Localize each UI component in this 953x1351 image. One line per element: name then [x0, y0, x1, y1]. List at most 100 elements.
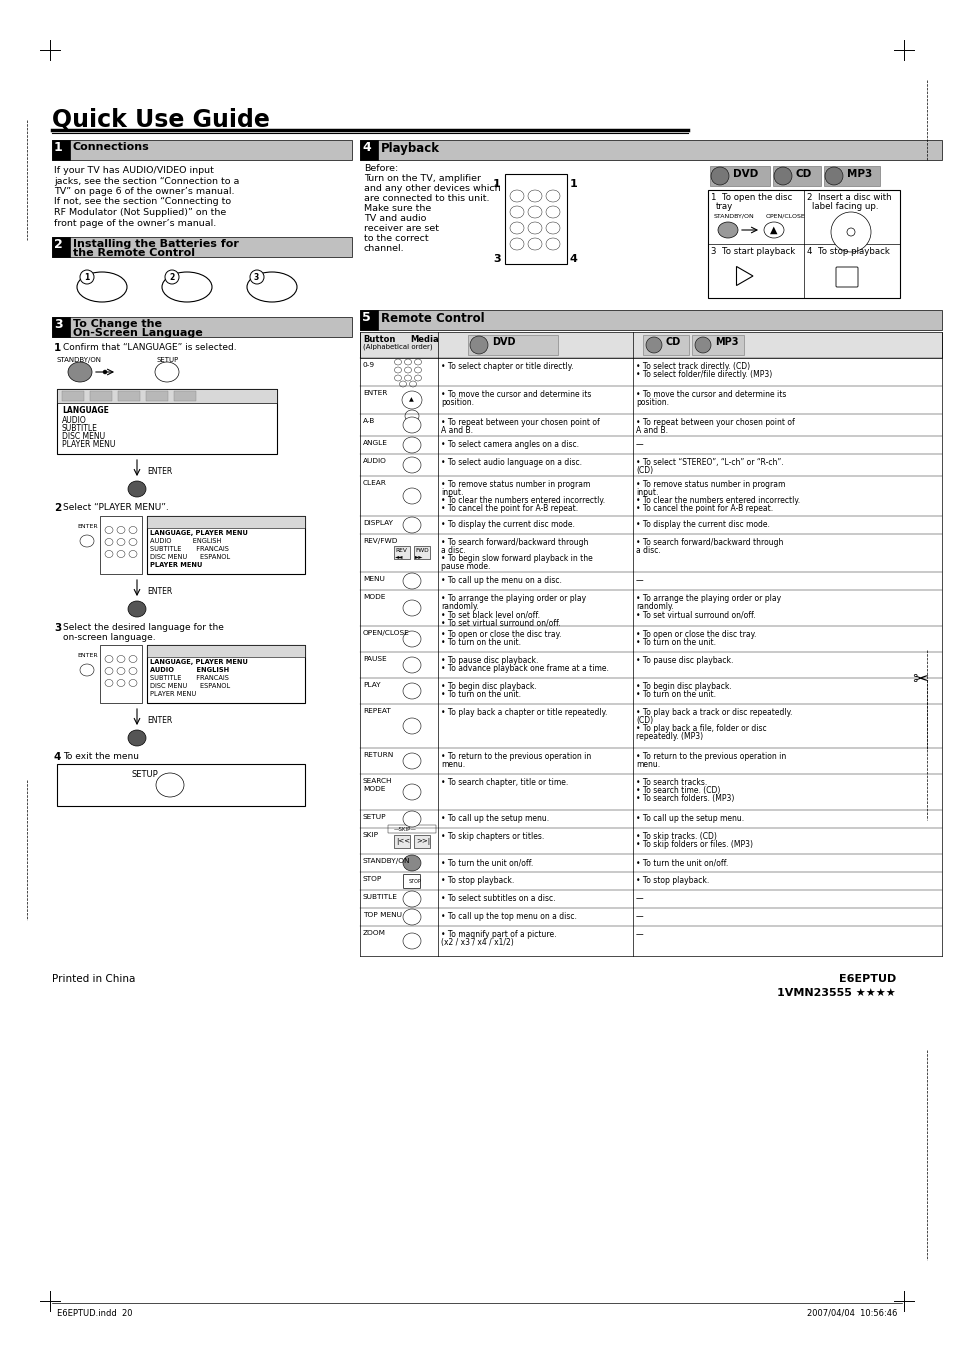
Text: ▲: ▲	[409, 397, 414, 403]
Bar	[57, 389, 276, 454]
Text: • To call up the setup menu.: • To call up the setup menu.	[440, 815, 549, 823]
Ellipse shape	[824, 168, 842, 185]
Text: MP3: MP3	[846, 169, 871, 178]
Bar	[504, 174, 566, 263]
Bar	[147, 516, 305, 528]
Text: ◄◄: ◄◄	[395, 554, 403, 559]
Ellipse shape	[402, 488, 420, 504]
Text: 1  To open the disc: 1 To open the disc	[710, 193, 791, 203]
Ellipse shape	[527, 238, 541, 250]
Text: • To arrange the playing order or play: • To arrange the playing order or play	[636, 594, 781, 603]
Text: to the correct: to the correct	[364, 234, 428, 243]
Ellipse shape	[128, 730, 146, 746]
Ellipse shape	[510, 190, 523, 203]
Text: (x2 / x3 / x4 / x1/2): (x2 / x3 / x4 / x1/2)	[440, 938, 514, 947]
Ellipse shape	[402, 753, 420, 769]
Bar	[823, 166, 879, 186]
Ellipse shape	[414, 367, 421, 373]
Text: STANDBY/ON: STANDBY/ON	[363, 858, 410, 865]
Text: OPEN/CLOSE: OPEN/CLOSE	[765, 213, 805, 219]
Ellipse shape	[843, 274, 849, 280]
Text: ▲: ▲	[769, 226, 777, 235]
Ellipse shape	[402, 417, 420, 434]
Text: 3  To start playback: 3 To start playback	[710, 247, 795, 255]
Text: Playback: Playback	[380, 142, 439, 155]
Text: • To clear the numbers entered incorrectly.: • To clear the numbers entered incorrect…	[636, 496, 800, 505]
Text: If not, see the section “Connecting to: If not, see the section “Connecting to	[54, 197, 231, 207]
Text: • To select camera angles on a disc.: • To select camera angles on a disc.	[440, 440, 578, 449]
Ellipse shape	[402, 657, 420, 673]
Text: tray: tray	[716, 203, 733, 211]
Bar	[147, 644, 305, 657]
Text: To exit the menu: To exit the menu	[63, 753, 139, 761]
Text: A and B.: A and B.	[636, 426, 667, 435]
Text: DISC MENU      ESPANOL: DISC MENU ESPANOL	[150, 684, 230, 689]
Bar	[388, 825, 436, 834]
Bar	[707, 190, 899, 299]
Ellipse shape	[409, 381, 416, 386]
Bar	[468, 335, 558, 355]
Text: • To skip chapters or titles.: • To skip chapters or titles.	[440, 832, 543, 842]
Text: SETUP: SETUP	[132, 770, 158, 780]
Text: ENTER: ENTER	[77, 653, 97, 658]
Ellipse shape	[117, 550, 125, 558]
Bar	[146, 390, 168, 401]
Text: ENTER: ENTER	[147, 716, 172, 725]
Text: a disc.: a disc.	[440, 546, 465, 555]
Text: PLAYER MENU: PLAYER MENU	[150, 562, 202, 567]
Text: • To display the current disc mode.: • To display the current disc mode.	[440, 520, 575, 530]
Text: • To open or close the disc tray.: • To open or close the disc tray.	[636, 630, 756, 639]
Text: —: —	[636, 894, 643, 902]
Text: • To pause disc playback.: • To pause disc playback.	[440, 657, 537, 665]
Ellipse shape	[527, 190, 541, 203]
Ellipse shape	[165, 270, 179, 284]
Text: • To magnify part of a picture.: • To magnify part of a picture.	[440, 929, 556, 939]
Ellipse shape	[105, 550, 112, 558]
Text: Before:: Before:	[364, 163, 397, 173]
Ellipse shape	[645, 336, 661, 353]
Text: 1VMN23555 ★★★★: 1VMN23555 ★★★★	[777, 988, 895, 998]
Ellipse shape	[402, 684, 420, 698]
Text: DISPLAY: DISPLAY	[363, 520, 393, 526]
Bar	[52, 141, 70, 159]
Text: menu.: menu.	[440, 761, 465, 769]
Bar	[100, 516, 142, 574]
Bar	[52, 317, 352, 336]
Bar	[173, 390, 195, 401]
Ellipse shape	[404, 376, 411, 381]
Text: • To search folders. (MP3): • To search folders. (MP3)	[636, 794, 734, 802]
Text: SETUP: SETUP	[157, 357, 179, 363]
Ellipse shape	[763, 222, 783, 238]
FancyBboxPatch shape	[835, 267, 857, 286]
Text: • To search forward/backward through: • To search forward/backward through	[636, 538, 782, 547]
Bar	[57, 765, 305, 807]
Text: Remote Control: Remote Control	[380, 312, 484, 326]
Text: • To repeat between your chosen point of: • To repeat between your chosen point of	[636, 417, 794, 427]
Text: • To arrange the playing order or play: • To arrange the playing order or play	[440, 594, 585, 603]
Ellipse shape	[103, 370, 107, 374]
Text: • To move the cursor and determine its: • To move the cursor and determine its	[440, 390, 591, 399]
Text: SETUP: SETUP	[363, 815, 386, 820]
Text: If your TV has AUDIO/VIDEO input: If your TV has AUDIO/VIDEO input	[54, 166, 213, 176]
Text: FWD: FWD	[415, 549, 428, 553]
Bar	[52, 236, 70, 257]
Bar	[52, 236, 352, 257]
Text: (CD): (CD)	[636, 716, 653, 725]
Text: front page of the owner’s manual.: front page of the owner’s manual.	[54, 219, 216, 227]
Text: 1: 1	[569, 178, 578, 189]
Text: • To turn on the unit.: • To turn on the unit.	[440, 690, 520, 698]
Text: REV: REV	[395, 549, 406, 553]
Text: MENU: MENU	[363, 576, 384, 582]
Text: TOP MENU: TOP MENU	[363, 912, 401, 917]
Ellipse shape	[510, 205, 523, 218]
Text: position.: position.	[636, 399, 668, 407]
Ellipse shape	[718, 222, 738, 238]
Ellipse shape	[129, 527, 137, 534]
Text: CD: CD	[665, 336, 680, 347]
Ellipse shape	[129, 550, 137, 558]
Text: STANDBY/ON: STANDBY/ON	[713, 213, 754, 219]
Text: 2: 2	[54, 503, 61, 513]
Text: TV” on page 6 of the owner’s manual.: TV” on page 6 of the owner’s manual.	[54, 186, 234, 196]
Ellipse shape	[117, 667, 125, 674]
Text: • To call up the setup menu.: • To call up the setup menu.	[636, 815, 743, 823]
